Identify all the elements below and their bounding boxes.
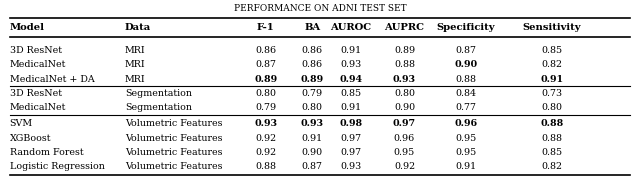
Text: 0.87: 0.87 (255, 60, 276, 69)
Text: 0.80: 0.80 (302, 103, 323, 112)
Text: 0.73: 0.73 (541, 89, 563, 98)
Text: 0.93: 0.93 (254, 119, 277, 128)
Text: 0.97: 0.97 (340, 148, 362, 157)
Text: 0.93: 0.93 (340, 60, 362, 69)
Text: 0.86: 0.86 (255, 46, 276, 55)
Text: Volumetric Features: Volumetric Features (125, 134, 222, 143)
Text: 0.95: 0.95 (455, 134, 477, 143)
Text: 0.88: 0.88 (394, 60, 415, 69)
Text: 0.91: 0.91 (540, 75, 563, 84)
Text: 0.85: 0.85 (541, 46, 563, 55)
Text: 0.86: 0.86 (301, 46, 323, 55)
Text: Specificity: Specificity (436, 23, 495, 32)
Text: PERFORMANCE ON ADNI TEST SET: PERFORMANCE ON ADNI TEST SET (234, 4, 406, 13)
Text: 0.80: 0.80 (541, 103, 562, 112)
Text: Data: Data (125, 23, 151, 32)
Text: 0.77: 0.77 (456, 103, 476, 112)
Text: 0.97: 0.97 (340, 134, 362, 143)
Text: 0.89: 0.89 (254, 75, 277, 84)
Text: 0.91: 0.91 (301, 134, 323, 143)
Text: 0.91: 0.91 (340, 46, 362, 55)
Text: 0.86: 0.86 (301, 60, 323, 69)
Text: Segmentation: Segmentation (125, 103, 192, 112)
Text: Volumetric Features: Volumetric Features (125, 148, 222, 157)
Text: 0.96: 0.96 (454, 119, 477, 128)
Text: 0.80: 0.80 (255, 89, 276, 98)
Text: Sensitivity: Sensitivity (522, 23, 581, 32)
Text: 0.97: 0.97 (393, 119, 416, 128)
Text: SVM: SVM (10, 119, 33, 128)
Text: Logistic Regression: Logistic Regression (10, 162, 104, 171)
Text: 0.93: 0.93 (301, 119, 324, 128)
Text: 0.88: 0.88 (255, 162, 276, 171)
Text: 0.92: 0.92 (394, 162, 415, 171)
Text: 0.89: 0.89 (394, 46, 415, 55)
Text: 0.90: 0.90 (301, 148, 323, 157)
Text: 0.93: 0.93 (340, 162, 362, 171)
Text: AUPRC: AUPRC (385, 23, 424, 32)
Text: 0.98: 0.98 (339, 119, 362, 128)
Text: 3D ResNet: 3D ResNet (10, 46, 61, 55)
Text: MedicalNet: MedicalNet (10, 60, 66, 69)
Text: 0.84: 0.84 (456, 89, 476, 98)
Text: 0.92: 0.92 (255, 148, 276, 157)
Text: 3D ResNet: 3D ResNet (10, 89, 61, 98)
Text: BA: BA (304, 23, 321, 32)
Text: 0.88: 0.88 (456, 75, 476, 84)
Text: AUROC: AUROC (330, 23, 371, 32)
Text: Model: Model (10, 23, 45, 32)
Text: F-1: F-1 (257, 23, 275, 32)
Text: 0.92: 0.92 (255, 134, 276, 143)
Text: MedicalNet: MedicalNet (10, 103, 66, 112)
Text: Random Forest: Random Forest (10, 148, 83, 157)
Text: Volumetric Features: Volumetric Features (125, 119, 222, 128)
Text: MRI: MRI (125, 46, 145, 55)
Text: 0.90: 0.90 (394, 103, 415, 112)
Text: 0.79: 0.79 (255, 103, 276, 112)
Text: Volumetric Features: Volumetric Features (125, 162, 222, 171)
Text: 0.91: 0.91 (455, 162, 477, 171)
Text: 0.88: 0.88 (540, 119, 563, 128)
Text: 0.87: 0.87 (302, 162, 323, 171)
Text: 0.96: 0.96 (394, 134, 415, 143)
Text: 0.95: 0.95 (455, 148, 477, 157)
Text: MRI: MRI (125, 75, 145, 84)
Text: 0.85: 0.85 (340, 89, 362, 98)
Text: 0.88: 0.88 (541, 134, 562, 143)
Text: Segmentation: Segmentation (125, 89, 192, 98)
Text: 0.91: 0.91 (340, 103, 362, 112)
Text: 0.93: 0.93 (393, 75, 416, 84)
Text: 0.85: 0.85 (541, 148, 563, 157)
Text: MRI: MRI (125, 60, 145, 69)
Text: 0.87: 0.87 (456, 46, 476, 55)
Text: 0.79: 0.79 (301, 89, 323, 98)
Text: 0.94: 0.94 (339, 75, 362, 84)
Text: 0.80: 0.80 (394, 89, 415, 98)
Text: 0.95: 0.95 (394, 148, 415, 157)
Text: MedicalNet + DA: MedicalNet + DA (10, 75, 94, 84)
Text: 0.82: 0.82 (541, 60, 562, 69)
Text: XGBoost: XGBoost (10, 134, 51, 143)
Text: 0.90: 0.90 (454, 60, 477, 69)
Text: 0.89: 0.89 (301, 75, 324, 84)
Text: 0.82: 0.82 (541, 162, 562, 171)
